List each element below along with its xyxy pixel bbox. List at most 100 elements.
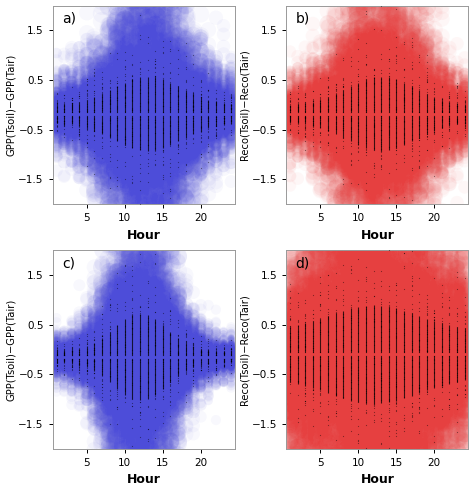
Point (159, 279, 166, 287)
Point (53, 365, 60, 372)
Point (400, 112, 408, 120)
Point (212, 356, 220, 364)
Point (446, 394, 453, 402)
Point (205, 343, 212, 351)
Point (205, 112, 212, 120)
Point (121, 112, 128, 120)
Point (53, 344, 60, 352)
Point (174, 112, 182, 120)
Point (339, 352, 347, 360)
Point (400, 332, 408, 339)
Point (75, 113, 83, 121)
Point (309, 130, 317, 138)
Point (301, 126, 309, 134)
Point (197, 382, 205, 390)
Point (339, 323, 347, 331)
Point (446, 384, 453, 392)
Point (197, 128, 205, 136)
Point (159, 364, 166, 372)
Point (347, 29, 355, 37)
Point (60, 120, 68, 127)
Point (128, 86, 136, 93)
Point (324, 306, 332, 314)
Point (121, 380, 128, 388)
Point (392, 169, 400, 177)
Point (53, 349, 60, 357)
Point (370, 107, 377, 115)
Point (286, 98, 294, 106)
Point (91, 356, 98, 364)
Point (392, 306, 400, 314)
Point (408, 467, 415, 475)
Point (286, 378, 294, 386)
Point (370, 256, 377, 264)
Point (332, 374, 339, 382)
Point (75, 359, 83, 367)
Point (430, 91, 438, 98)
Point (159, 330, 166, 338)
Point (423, 224, 430, 232)
Point (144, 354, 151, 362)
Point (294, 105, 301, 113)
Point (128, 334, 136, 341)
Point (60, 358, 68, 366)
Point (151, 312, 159, 320)
Point (392, 373, 400, 381)
Point (392, 103, 400, 111)
Point (212, 347, 220, 355)
Point (347, 447, 355, 455)
Point (332, 366, 339, 373)
Point (53, 363, 60, 370)
Point (91, 97, 98, 105)
Point (220, 126, 228, 134)
Point (317, 372, 324, 380)
Point (355, 344, 362, 352)
Point (144, 297, 151, 305)
Point (60, 351, 68, 359)
Point (121, 363, 128, 371)
Point (392, 116, 400, 123)
Point (385, 430, 392, 437)
Point (461, 80, 468, 88)
Point (182, 126, 190, 134)
Point (461, 346, 468, 354)
Point (75, 54, 83, 62)
Point (423, 455, 430, 463)
Point (446, 305, 453, 313)
Point (144, 135, 151, 143)
Point (197, 354, 205, 362)
Point (339, 354, 347, 362)
Point (228, 335, 235, 343)
Point (228, 345, 235, 353)
Point (355, 88, 362, 96)
Point (121, 166, 128, 174)
Point (68, 346, 75, 354)
Point (174, 355, 182, 363)
Point (136, 81, 144, 89)
Point (453, 333, 461, 340)
Point (430, 123, 438, 131)
Point (220, 350, 228, 358)
Point (392, 7, 400, 15)
Point (377, 129, 385, 137)
Point (68, 95, 75, 103)
Point (453, 141, 461, 149)
Point (362, 388, 370, 396)
Point (220, 110, 228, 118)
Point (197, 353, 205, 361)
Point (212, 347, 220, 355)
Point (205, 329, 212, 337)
Point (113, 306, 121, 313)
Point (446, 101, 453, 109)
Point (91, 353, 98, 361)
Point (423, 340, 430, 348)
Point (294, 365, 301, 373)
Point (190, 323, 197, 331)
Point (144, 355, 151, 363)
Point (301, 396, 309, 403)
Point (461, 373, 468, 381)
Point (190, 348, 197, 356)
Point (98, 168, 106, 176)
Point (446, 118, 453, 126)
Point (144, 70, 151, 78)
